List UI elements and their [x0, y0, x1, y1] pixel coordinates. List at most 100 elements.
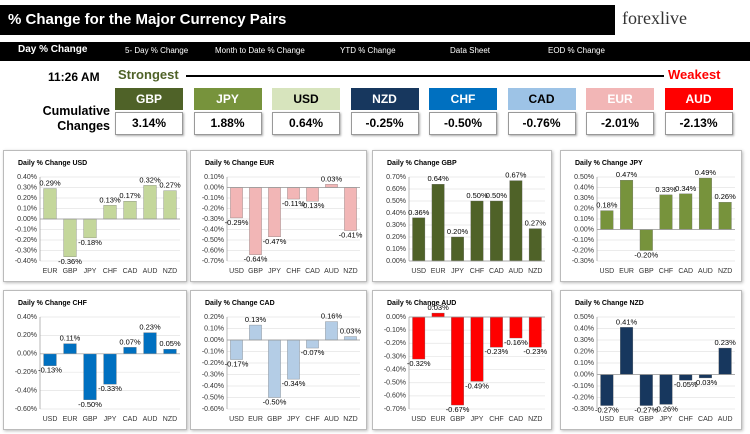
chart-title: Daily % Change JPY	[575, 160, 643, 167]
x-tick-label: JPY	[471, 416, 484, 423]
currency-header: CAD	[507, 88, 576, 110]
x-tick-label: AUD	[143, 416, 158, 423]
value-label: -0.23%	[485, 347, 509, 356]
y-tick-label: 0.10%	[204, 325, 224, 332]
x-tick-label: CHF	[659, 268, 673, 275]
value-label: -0.11%	[282, 199, 306, 208]
value-label: 0.67%	[505, 171, 527, 180]
bar	[639, 229, 653, 251]
bar	[268, 339, 281, 398]
time: 11:26 AM	[48, 70, 100, 84]
bar	[83, 218, 97, 239]
y-tick-label: -0.10%	[572, 383, 594, 390]
y-tick-label: -0.30%	[15, 247, 37, 254]
value-label: 0.49%	[695, 168, 717, 177]
bar	[528, 228, 542, 262]
x-tick-label: CAD	[508, 416, 523, 423]
x-tick-label: USD	[43, 416, 58, 423]
y-tick-label: -0.20%	[384, 340, 406, 347]
x-tick-label: CHF	[286, 268, 300, 275]
bar	[103, 205, 117, 220]
tab[interactable]: 5- Day % Change	[125, 46, 189, 55]
bar	[698, 177, 712, 230]
tab[interactable]: EOD % Change	[548, 46, 605, 55]
y-tick-label: 0.50%	[386, 198, 406, 205]
chart-title: Daily % Change CHF	[18, 300, 88, 307]
value-label: -0.29%	[225, 218, 249, 227]
bar	[528, 316, 542, 348]
x-tick-label: AUD	[718, 416, 733, 423]
bar	[43, 188, 57, 220]
x-tick-label: CAD	[678, 268, 693, 275]
value-label: 0.36%	[408, 208, 430, 217]
x-tick-label: GBP	[83, 416, 98, 423]
x-tick-label: GBP	[639, 416, 654, 423]
y-tick-label: 0.10%	[386, 246, 406, 253]
y-tick-label: -0.30%	[384, 353, 406, 360]
y-tick-label: -0.50%	[202, 237, 224, 244]
y-tick-label: 0.00%	[17, 351, 37, 358]
currency-change: 0.64%	[272, 112, 340, 135]
value-label: 0.29%	[39, 179, 61, 188]
bar	[306, 339, 319, 349]
tab[interactable]: Month to Date % Change	[215, 46, 305, 55]
bar	[163, 349, 177, 354]
value-label: -0.17%	[225, 360, 249, 369]
value-label: -0.47%	[263, 237, 287, 246]
bar	[639, 374, 653, 406]
value-label: 0.50%	[486, 191, 508, 200]
x-tick-label: CHF	[305, 416, 319, 423]
y-tick-label: -0.10%	[202, 195, 224, 202]
tab[interactable]: YTD % Change	[340, 46, 396, 55]
chart: Daily % Change NZD -0.30% -0.20% -0.10% 0.00…	[572, 300, 736, 423]
bar	[451, 316, 464, 406]
y-tick-label: 0.20%	[386, 234, 406, 241]
strongest-label: Strongest	[118, 67, 179, 82]
value-label: 0.16%	[321, 312, 343, 321]
value-label: -0.34%	[282, 379, 306, 388]
y-tick-label: 0.10%	[574, 216, 594, 223]
chart-title: Daily % Change CAD	[205, 300, 275, 307]
row-label: Cumulative Changes	[42, 104, 110, 133]
y-tick-label: 0.40%	[17, 174, 37, 181]
value-label: -0.32%	[407, 359, 431, 368]
y-tick-label: 0.10%	[574, 360, 594, 367]
bar	[509, 316, 523, 339]
y-tick-label: -0.20%	[202, 360, 224, 367]
page-title: % Change for the Major Currency Pairs	[8, 11, 287, 28]
bar	[143, 185, 157, 220]
y-tick-label: 0.30%	[386, 222, 406, 229]
value-label: -0.23%	[523, 347, 547, 356]
tab[interactable]: Data Sheet	[450, 46, 491, 55]
bar	[490, 200, 503, 262]
y-tick-label: 0.70%	[386, 174, 406, 181]
tab[interactable]: Day % Change	[18, 44, 88, 55]
value-label: -0.33%	[98, 384, 122, 393]
bar	[123, 201, 137, 220]
currency-header: CHF	[429, 88, 497, 110]
value-label: 0.05%	[159, 339, 181, 348]
bar	[63, 343, 77, 354]
x-tick-label: GBP	[639, 268, 654, 275]
bar	[344, 336, 357, 341]
bar	[268, 187, 281, 237]
currency-header: NZD	[350, 88, 419, 110]
currency-change: 1.88%	[193, 112, 262, 135]
bar	[249, 324, 262, 341]
y-tick-label: -0.10%	[15, 226, 37, 233]
bar	[431, 312, 445, 318]
value-label: 0.07%	[119, 337, 141, 346]
chart-panel: Daily % Change GBP 0.00% 0.10% 0.20% 0.30% 0.…	[372, 150, 552, 282]
value-label: 0.26%	[715, 192, 737, 201]
title-bar	[0, 5, 615, 35]
x-tick-label: CHF	[679, 416, 693, 423]
x-tick-label: JPY	[451, 268, 464, 275]
x-tick-label: NZD	[528, 416, 542, 423]
bar	[63, 218, 77, 257]
value-label: -0.50%	[263, 397, 287, 406]
x-tick-label: CHF	[489, 416, 503, 423]
value-label: 0.64%	[428, 174, 450, 183]
chart-panel: Daily % Change USD -0.40% -0.30% -0.20% -0.1…	[3, 150, 187, 282]
bar	[718, 347, 732, 375]
y-tick-label: 0.20%	[574, 348, 594, 355]
